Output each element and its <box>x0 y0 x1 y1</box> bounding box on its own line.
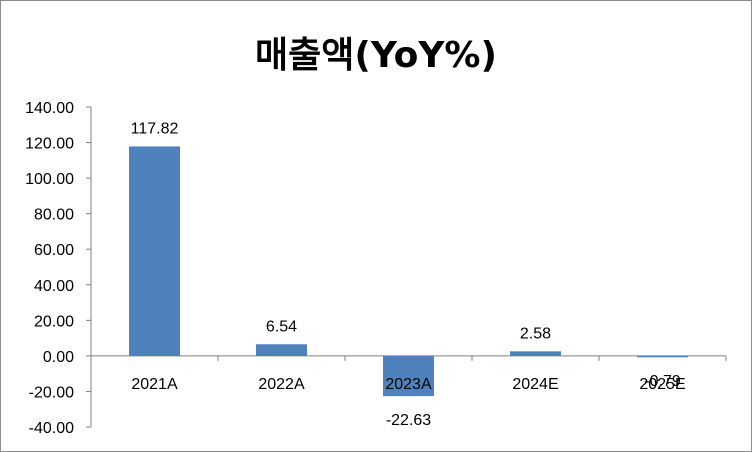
y-tick-label: 120.00 <box>25 136 74 153</box>
data-label: 2.58 <box>520 325 551 342</box>
data-label: -0.79 <box>644 373 681 390</box>
bar-2023A <box>383 355 434 397</box>
y-tick-label: 20.00 <box>34 313 74 330</box>
chart-axes: 140.00 120.00 100.00 80.00 60.00 40.00 20.00 0.… <box>25 100 727 437</box>
bar-2022A <box>256 344 307 356</box>
x-tick-label: 2024E <box>512 376 558 393</box>
bar-2024E <box>510 351 561 356</box>
y-tick-label: 60.00 <box>34 242 74 259</box>
chart-bars <box>129 146 688 397</box>
x-tick-label: 2025E <box>639 376 685 393</box>
y-tick-label: 140.00 <box>25 100 74 117</box>
bar-2021A <box>129 146 180 356</box>
bar-2025E <box>637 355 688 358</box>
data-label: 117.82 <box>131 120 179 137</box>
chart-labels: 2021A 117.82 2022A 6.54 2023A -22.63 2024E 2.58… <box>131 120 686 429</box>
x-tick-label: 2022A <box>258 376 305 393</box>
x-tick-label: 2023A <box>385 376 432 393</box>
data-label: -22.63 <box>386 412 431 429</box>
x-tick-label: 2021A <box>131 376 178 393</box>
chart-title: 매출액(YoY%) <box>255 35 497 76</box>
y-tick-label: -40.00 <box>29 420 74 437</box>
y-tick-label: 40.00 <box>34 278 74 295</box>
y-tick-label: 0.00 <box>43 349 74 366</box>
y-tick-label: 100.00 <box>25 171 74 188</box>
y-tick-label: -20.00 <box>29 384 74 401</box>
y-tick-label: 80.00 <box>34 207 74 224</box>
data-label: 6.54 <box>266 318 297 335</box>
